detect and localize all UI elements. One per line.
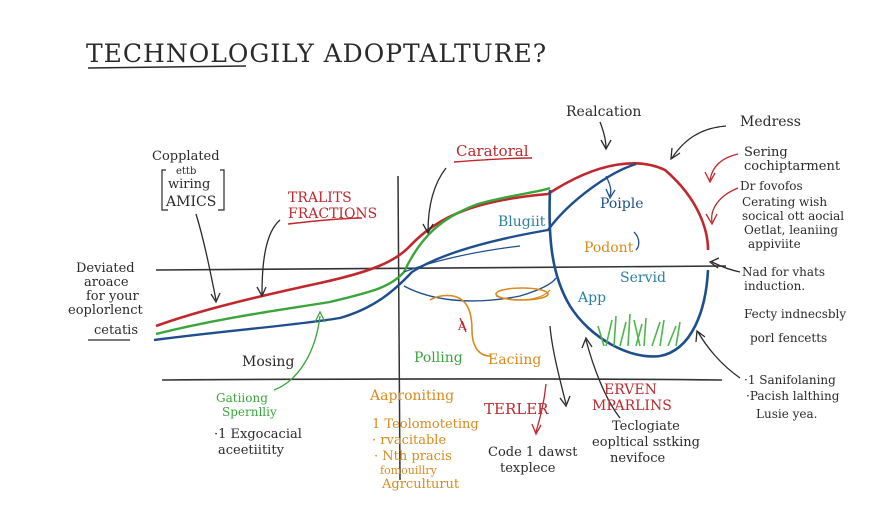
traits-label: TRALITS FRACTIONS — [288, 190, 377, 222]
note-line: socical ott aocial — [742, 209, 844, 223]
note-line: Sering — [744, 145, 788, 160]
blue-lower-curve — [403, 277, 557, 302]
right-bottom-note: ·1 Sanifolaning ·Pacish lalthing Lusie y… — [744, 373, 840, 421]
mosing-label: Mosing — [242, 354, 294, 370]
title-underline — [87, 65, 247, 69]
note-line: for your — [86, 289, 140, 304]
orange-swirl — [429, 294, 491, 357]
note-line: cochiptarment — [744, 159, 841, 174]
realcation-label: Realcation — [566, 104, 641, 120]
right-fecty-note: Fecty indnecsbly porl fencetts — [744, 307, 846, 345]
blue-mid-curve — [403, 245, 521, 273]
note-line: aceetiitity — [218, 443, 285, 458]
bluguit-label: Blugiit — [498, 214, 546, 230]
note-line: Copplated — [152, 149, 220, 164]
list-item: · rvacitable — [372, 433, 446, 448]
list-item: · Nth pracis — [374, 449, 452, 464]
label-line: MPARLINS — [592, 398, 672, 414]
gating-label: Gatiiong Spernlliy — [216, 391, 277, 419]
medress-label: Medress — [740, 114, 801, 130]
label-line: ERVEN — [604, 382, 657, 398]
caratoral-label: Caratoral — [456, 142, 529, 160]
top-left-note: Copplated ettb wiring AMICS — [152, 149, 220, 210]
blue-adoption-curve — [153, 162, 637, 342]
approniting-list: 1 Teolomoteting · rvacitable · Nth praci… — [372, 417, 479, 492]
note-line: ·1 Exgocacial — [214, 427, 302, 442]
note-line: Cerating wish — [742, 195, 827, 209]
note-line: eopltical sstking — [592, 435, 700, 450]
poiple-label: Poiple — [600, 196, 643, 212]
orange-oval-tail — [495, 289, 551, 301]
traits-underline — [287, 217, 363, 225]
note-line: Fecty indnecsbly — [744, 307, 846, 321]
note-line: appiviite — [748, 237, 801, 251]
note-line: ·1 Sanifolaning — [744, 373, 836, 387]
ink-arrows — [195, 121, 741, 419]
lower-horizontal-line — [161, 378, 723, 381]
note-bracket-right — [218, 169, 225, 211]
note-bracket-left — [161, 169, 168, 211]
star-mark: A — [457, 319, 467, 333]
note-line: Teclogiate — [612, 419, 680, 434]
note-line: nevifoce — [610, 451, 665, 466]
right-top-note: Sering cochiptarment — [744, 145, 841, 174]
label-line: Spernlliy — [222, 405, 277, 419]
grass-patch — [597, 313, 681, 347]
left-note: Deviated aroace for your eoplorlenct cet… — [68, 261, 144, 338]
blue-small-arrow — [605, 175, 640, 251]
label-line: TRALITS — [288, 190, 352, 206]
terler-label: TERLER — [484, 400, 549, 418]
green-adoption-curve — [155, 186, 551, 336]
note-line: wiring — [168, 177, 210, 192]
note-line: induction. — [744, 279, 805, 293]
vertical-axis-line — [397, 175, 401, 481]
note-line: cetatis — [94, 323, 138, 338]
green-arrow — [273, 310, 326, 391]
gating-note: ·1 Exgocacial aceetiitity — [214, 427, 302, 458]
note-line: aroace — [84, 275, 129, 290]
polling-label: Polling — [414, 350, 463, 366]
note-line: AMICS — [165, 194, 216, 210]
note-line: ettb — [176, 166, 196, 177]
note-line: Nad for vhats — [742, 265, 825, 279]
label-line: FRACTIONS — [288, 206, 377, 222]
note-line: porl fencetts — [750, 331, 827, 345]
app-label: App — [577, 290, 606, 306]
note-line: Dr fovofos — [740, 179, 803, 193]
note-line: ·Pacish lalthing — [746, 389, 840, 403]
note-line: Oetlat, leaniing — [744, 223, 838, 237]
list-item: 1 Teolomoteting — [372, 417, 479, 432]
note-line: Lusie yea. — [756, 407, 817, 421]
label-line: Gatiiong — [216, 391, 268, 405]
servid-label: Servid — [620, 270, 666, 286]
note-line: Deviated — [76, 261, 135, 276]
note-line: texplece — [500, 461, 556, 476]
code-note: Code 1 dawst texplece — [488, 445, 578, 476]
approniting-label: Aaproniting — [369, 388, 454, 404]
right-need-note: Nad for vhats induction. — [742, 265, 825, 293]
teclogiate-note: Teclogiate eopltical sstking nevifoce — [592, 419, 700, 466]
note-line: eoplorlenct — [68, 303, 144, 318]
erven-label: ERVEN MPARLINS — [592, 382, 672, 414]
list-item: fomouillry — [380, 464, 438, 477]
red-arrows — [459, 153, 739, 436]
eacing-label: Eaciing — [488, 352, 541, 368]
podont-label: Podont — [584, 240, 634, 256]
right-mid-note: Dr fovofos Cerating wish socical ott aoc… — [740, 179, 844, 251]
note-line: Code 1 dawst — [488, 445, 578, 460]
list-item: Agrculturut — [381, 477, 460, 492]
diagram-title: TECHNOLOGILY ADOPTALTURE? — [86, 39, 547, 68]
caratoral-underline — [453, 157, 533, 163]
